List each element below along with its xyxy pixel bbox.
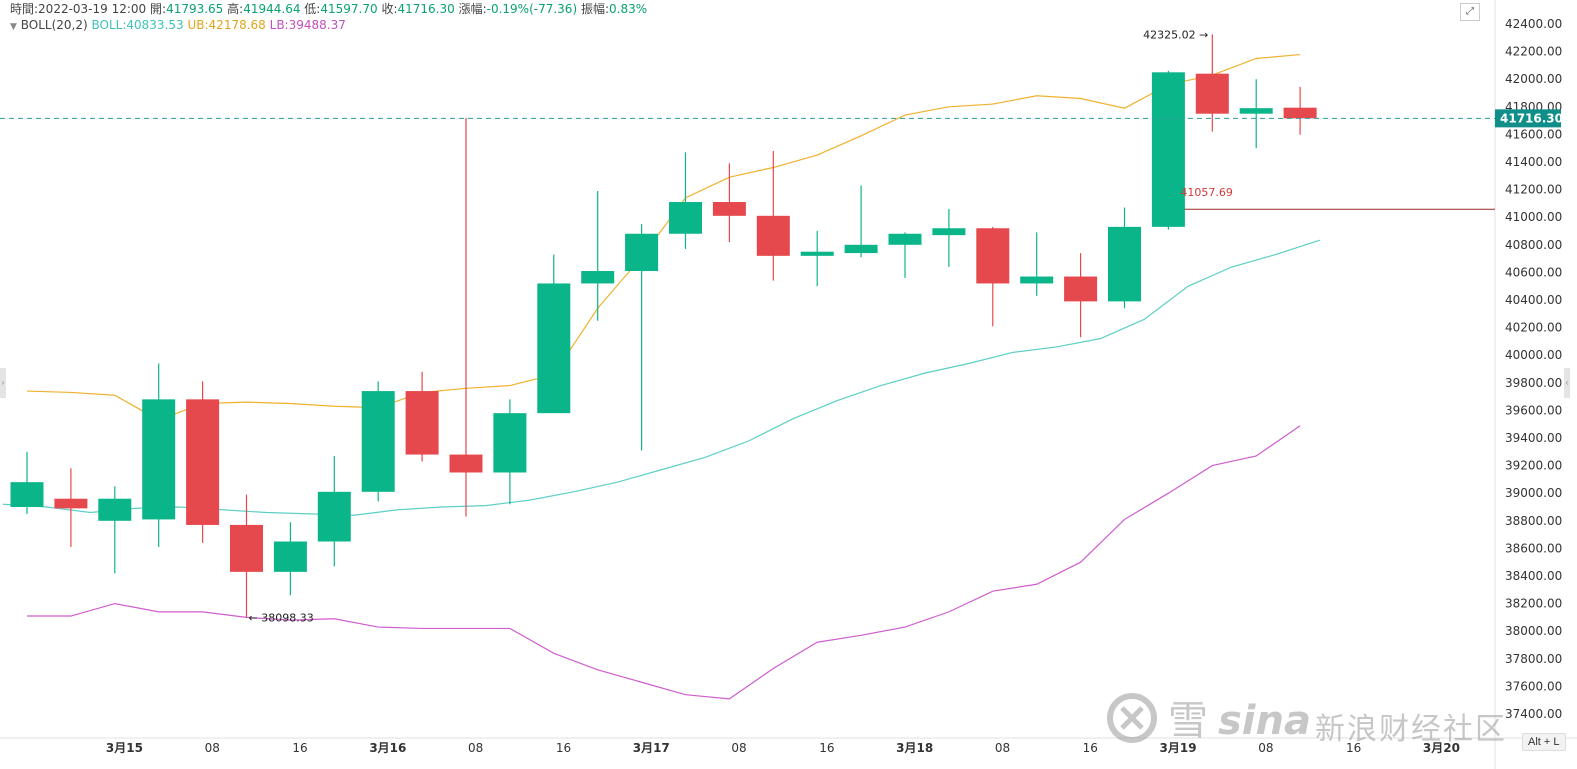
candle-body [712, 202, 746, 216]
candle-body [625, 233, 659, 272]
y-tick-label: 41600.00 [1505, 127, 1562, 141]
level-label: 41057.69 [1180, 186, 1233, 199]
y-tick-label: 38800.00 [1505, 514, 1562, 528]
candle-body [405, 391, 439, 455]
change-value: -0.19%(-77.36) [486, 2, 578, 16]
high-label: 42325.02 → [1143, 28, 1208, 41]
candle-body [844, 244, 878, 254]
band-line-lb [27, 425, 1301, 700]
x-tick-label: 16 [556, 741, 571, 755]
band-line-ub [26, 53, 1301, 421]
x-tick-label: 3月17 [633, 741, 670, 755]
y-tick-label: 39000.00 [1505, 486, 1562, 500]
collapse-icon[interactable]: ▼ [10, 22, 17, 32]
x-tick-label: 3月16 [369, 741, 406, 755]
lb-value: 39488.37 [288, 18, 346, 32]
x-tick-label: 08 [205, 741, 220, 755]
y-tick-label: 39800.00 [1505, 376, 1562, 390]
x-tick-label: 16 [1083, 741, 1098, 755]
candle-body [932, 228, 966, 236]
candle-body [756, 215, 790, 256]
low-label: ← 38098.33 [249, 612, 314, 625]
x-tick-label: 08 [1258, 741, 1273, 755]
candle-body [1108, 226, 1141, 302]
candle-body [1239, 108, 1273, 114]
candle-body [1151, 72, 1185, 227]
y-tick-label: 40800.00 [1505, 238, 1562, 252]
candle-body [449, 454, 483, 473]
candle-body [186, 399, 220, 525]
x-tick-label: 16 [292, 741, 307, 755]
candle-body [1020, 276, 1054, 284]
candle-body [98, 498, 132, 521]
y-tick-label: 42200.00 [1505, 45, 1562, 59]
candle-body [537, 283, 571, 414]
candle-body [230, 524, 263, 572]
y-tick-label: 38400.00 [1505, 569, 1562, 583]
x-tick-label: 08 [468, 741, 483, 755]
expand-icon[interactable]: ⤢ [1460, 3, 1480, 21]
y-tick-label: 42400.00 [1505, 17, 1562, 31]
y-tick-label: 39200.00 [1505, 459, 1562, 473]
x-tick-label: 3月20 [1423, 741, 1460, 755]
amplitude-value: 0.83% [609, 2, 648, 16]
y-tick-label: 40200.00 [1505, 321, 1562, 335]
x-tick-label: 16 [1346, 741, 1361, 755]
x-tick-label: 08 [995, 741, 1010, 755]
left-scroll-handle[interactable]: › [0, 368, 6, 398]
low-value: 41597.70 [320, 2, 378, 16]
open-value: 41793.65 [166, 2, 224, 16]
y-tick-label: 41200.00 [1505, 183, 1562, 197]
high-value: 41944.64 [243, 2, 301, 16]
candle-body [493, 413, 527, 473]
x-tick-label: 08 [731, 741, 746, 755]
indicator-name[interactable]: BOLL(20,2) [20, 18, 88, 32]
candle-body [581, 271, 615, 284]
indicator-info: ▼ BOLL(20,2) BOLL:40833.53 UB:42178.68 L… [10, 18, 346, 32]
y-tick-label: 37600.00 [1505, 679, 1562, 693]
close-value: 41716.30 [397, 2, 455, 16]
candle-body [361, 391, 395, 492]
candle-body [1195, 73, 1229, 114]
boll-value: 40833.53 [126, 18, 184, 32]
candle-body [273, 541, 307, 572]
candle-body [800, 251, 834, 256]
y-tick-label: 39600.00 [1505, 403, 1562, 417]
ub-value: 42178.68 [208, 18, 266, 32]
x-tick-label: 3月18 [896, 741, 933, 755]
y-tick-label: 41400.00 [1505, 155, 1562, 169]
right-scroll-handle[interactable]: ‹ [1564, 368, 1570, 398]
candle-body [1064, 276, 1098, 302]
y-tick-label: 37800.00 [1505, 652, 1562, 666]
candle-body [976, 228, 1010, 284]
last-price-label: 41716.30 [1500, 111, 1563, 125]
y-tick-label: 39400.00 [1505, 431, 1562, 445]
y-tick-label: 38000.00 [1505, 624, 1562, 638]
ohlc-info: 時間:2022-03-19 12:00 開:41793.65 高:41944.6… [10, 2, 648, 16]
y-tick-label: 40000.00 [1505, 348, 1562, 362]
last-price-badge [1495, 109, 1561, 128]
time-value: 2022-03-19 12:00 [38, 2, 147, 16]
y-tick-label: 37400.00 [1505, 707, 1562, 721]
y-tick-label: 40400.00 [1505, 293, 1562, 307]
y-tick-label: 38200.00 [1505, 597, 1562, 611]
x-tick-label: 16 [819, 741, 834, 755]
candle-body [142, 399, 176, 520]
candle-body [317, 491, 351, 542]
y-tick-label: 40600.00 [1505, 265, 1562, 279]
y-tick-label: 41000.00 [1505, 210, 1562, 224]
y-tick-label: 38600.00 [1505, 541, 1562, 555]
shortcut-badge: Alt + L [1522, 733, 1566, 751]
x-tick-label: 3月19 [1160, 741, 1197, 755]
candle-body [1283, 107, 1317, 119]
candle-body [888, 233, 922, 245]
y-tick-label: 42000.00 [1505, 72, 1562, 86]
candle-body [10, 482, 44, 507]
candle-body [54, 498, 88, 509]
x-tick-label: 3月15 [106, 741, 143, 755]
band-line-boll [2, 239, 1321, 516]
candle-body [669, 202, 702, 234]
